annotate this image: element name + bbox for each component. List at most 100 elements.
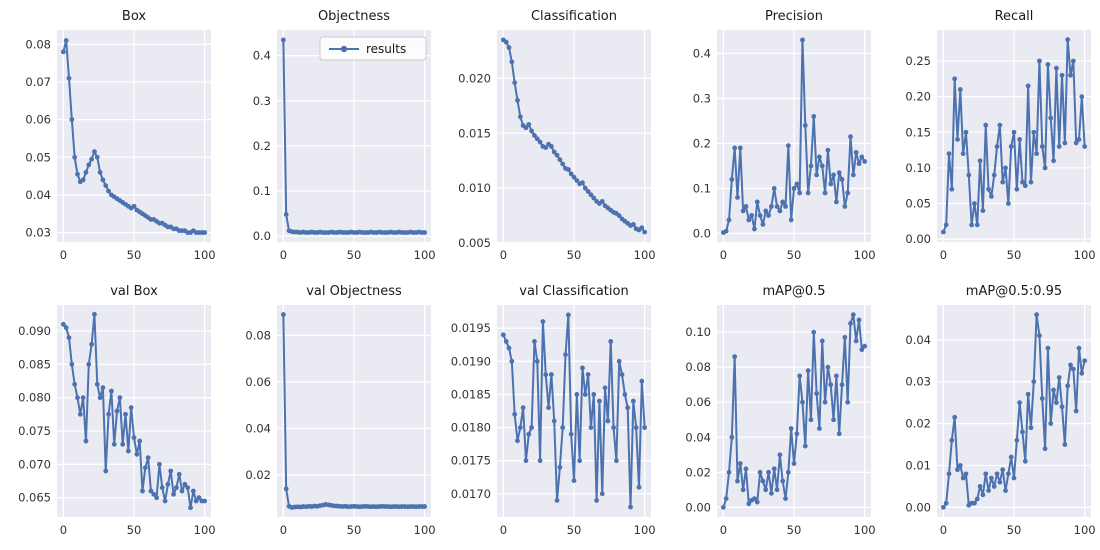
x-tick-label: 0 <box>500 248 507 262</box>
data-point-marker <box>957 463 963 468</box>
data-point-marker <box>946 151 952 157</box>
data-point-marker <box>591 392 597 397</box>
data-point-marker <box>811 329 817 335</box>
data-point-marker <box>819 338 825 344</box>
data-point-marker <box>636 484 642 490</box>
data-point-marker <box>822 190 828 196</box>
data-point-marker <box>817 154 822 160</box>
data-point-marker <box>523 125 529 131</box>
y-tick-label: 0.02 <box>685 465 711 479</box>
data-point-marker <box>856 317 862 323</box>
y-tick-label: 0.0190 <box>451 354 491 368</box>
data-point-marker <box>179 488 185 494</box>
data-point-marker <box>1008 144 1014 149</box>
data-point-marker <box>1028 179 1034 185</box>
y-tick-label: 0.0170 <box>451 487 491 501</box>
data-point-marker <box>983 122 989 128</box>
data-point-marker <box>723 228 729 234</box>
data-point-marker <box>193 498 199 504</box>
data-point-marker <box>766 469 771 475</box>
data-point-marker <box>157 461 162 467</box>
data-point-marker <box>588 192 594 198</box>
data-point-marker <box>594 498 600 503</box>
data-point-marker <box>506 345 512 351</box>
y-tick-label: 0.3 <box>693 91 711 105</box>
data-point-marker <box>862 343 868 349</box>
data-point-marker <box>66 75 72 81</box>
data-point-marker <box>1039 144 1045 149</box>
subplot-map-0-5-0-95: 0 50 100 0.00 0.01 0.02 0.03 0.04 mAP@0.5:0.95 <box>905 284 1095 537</box>
data-point-marker <box>780 199 786 205</box>
x-tick-label: 50 <box>787 248 802 262</box>
data-point-marker <box>134 451 140 457</box>
data-point-marker <box>588 425 594 430</box>
data-point-marker <box>165 481 171 487</box>
data-point-marker <box>503 39 509 45</box>
data-point-marker <box>859 154 865 160</box>
data-point-marker <box>802 443 808 449</box>
data-point-marker <box>794 181 800 187</box>
x-tick-label: 50 <box>1007 248 1022 262</box>
data-point-marker <box>148 488 154 494</box>
data-point-marker <box>563 352 568 358</box>
data-point-marker <box>737 145 743 151</box>
data-point-marker <box>754 199 760 205</box>
data-point-marker <box>836 431 842 437</box>
data-point-marker <box>1039 396 1045 401</box>
data-point-marker <box>988 193 994 199</box>
data-point-marker <box>72 154 78 160</box>
data-point-marker <box>509 59 515 65</box>
data-point-marker <box>551 418 557 424</box>
data-point-marker <box>955 467 960 473</box>
data-point-marker <box>83 169 89 175</box>
data-point-marker <box>1059 404 1065 410</box>
data-point-marker <box>833 373 839 379</box>
data-point-marker <box>630 398 636 404</box>
data-point-marker <box>591 195 597 201</box>
data-point-marker <box>1025 83 1031 89</box>
data-point-marker <box>1068 362 1073 368</box>
y-tick-label: 0.090 <box>18 324 51 338</box>
y-tick-label: 0.02 <box>245 468 271 482</box>
data-point-marker <box>622 392 628 397</box>
data-point-marker <box>763 487 769 493</box>
data-point-marker <box>808 163 814 169</box>
data-point-marker <box>1048 115 1054 121</box>
data-point-marker <box>568 171 574 177</box>
data-point-marker <box>797 373 803 379</box>
data-point-marker <box>983 471 989 477</box>
data-point-marker <box>548 372 554 377</box>
data-point-marker <box>994 471 1000 477</box>
x-tick-label: 0 <box>940 523 947 537</box>
data-point-marker <box>75 395 80 401</box>
data-point-marker <box>557 157 563 163</box>
data-point-marker <box>991 484 997 489</box>
data-point-marker <box>766 213 771 218</box>
data-point-marker <box>1056 375 1062 380</box>
data-point-marker <box>783 496 788 502</box>
y-tick-label: 0.04 <box>25 188 51 202</box>
data-point-marker <box>639 378 645 384</box>
data-point-marker <box>743 466 749 472</box>
data-point-marker <box>1073 140 1079 146</box>
y-tick-label: 0.0180 <box>451 421 491 435</box>
data-point-marker <box>565 312 571 318</box>
data-point-marker <box>145 455 151 461</box>
data-point-marker <box>526 431 532 437</box>
data-point-marker <box>1079 94 1085 100</box>
data-point-marker <box>952 76 958 82</box>
data-point-marker <box>774 487 780 493</box>
data-point-marker <box>1005 201 1011 206</box>
data-point-marker <box>171 491 176 497</box>
data-point-marker <box>726 469 732 475</box>
data-point-marker <box>1042 446 1048 452</box>
data-point-marker <box>856 161 862 167</box>
y-tick-label: 0.10 <box>685 325 711 339</box>
x-tick-label: 50 <box>1007 523 1022 537</box>
data-point-marker <box>839 177 845 182</box>
data-point-marker <box>974 222 980 228</box>
data-point-marker <box>111 441 117 447</box>
data-point-marker <box>1056 144 1062 149</box>
data-point-marker <box>154 495 160 501</box>
data-point-marker <box>988 475 994 481</box>
